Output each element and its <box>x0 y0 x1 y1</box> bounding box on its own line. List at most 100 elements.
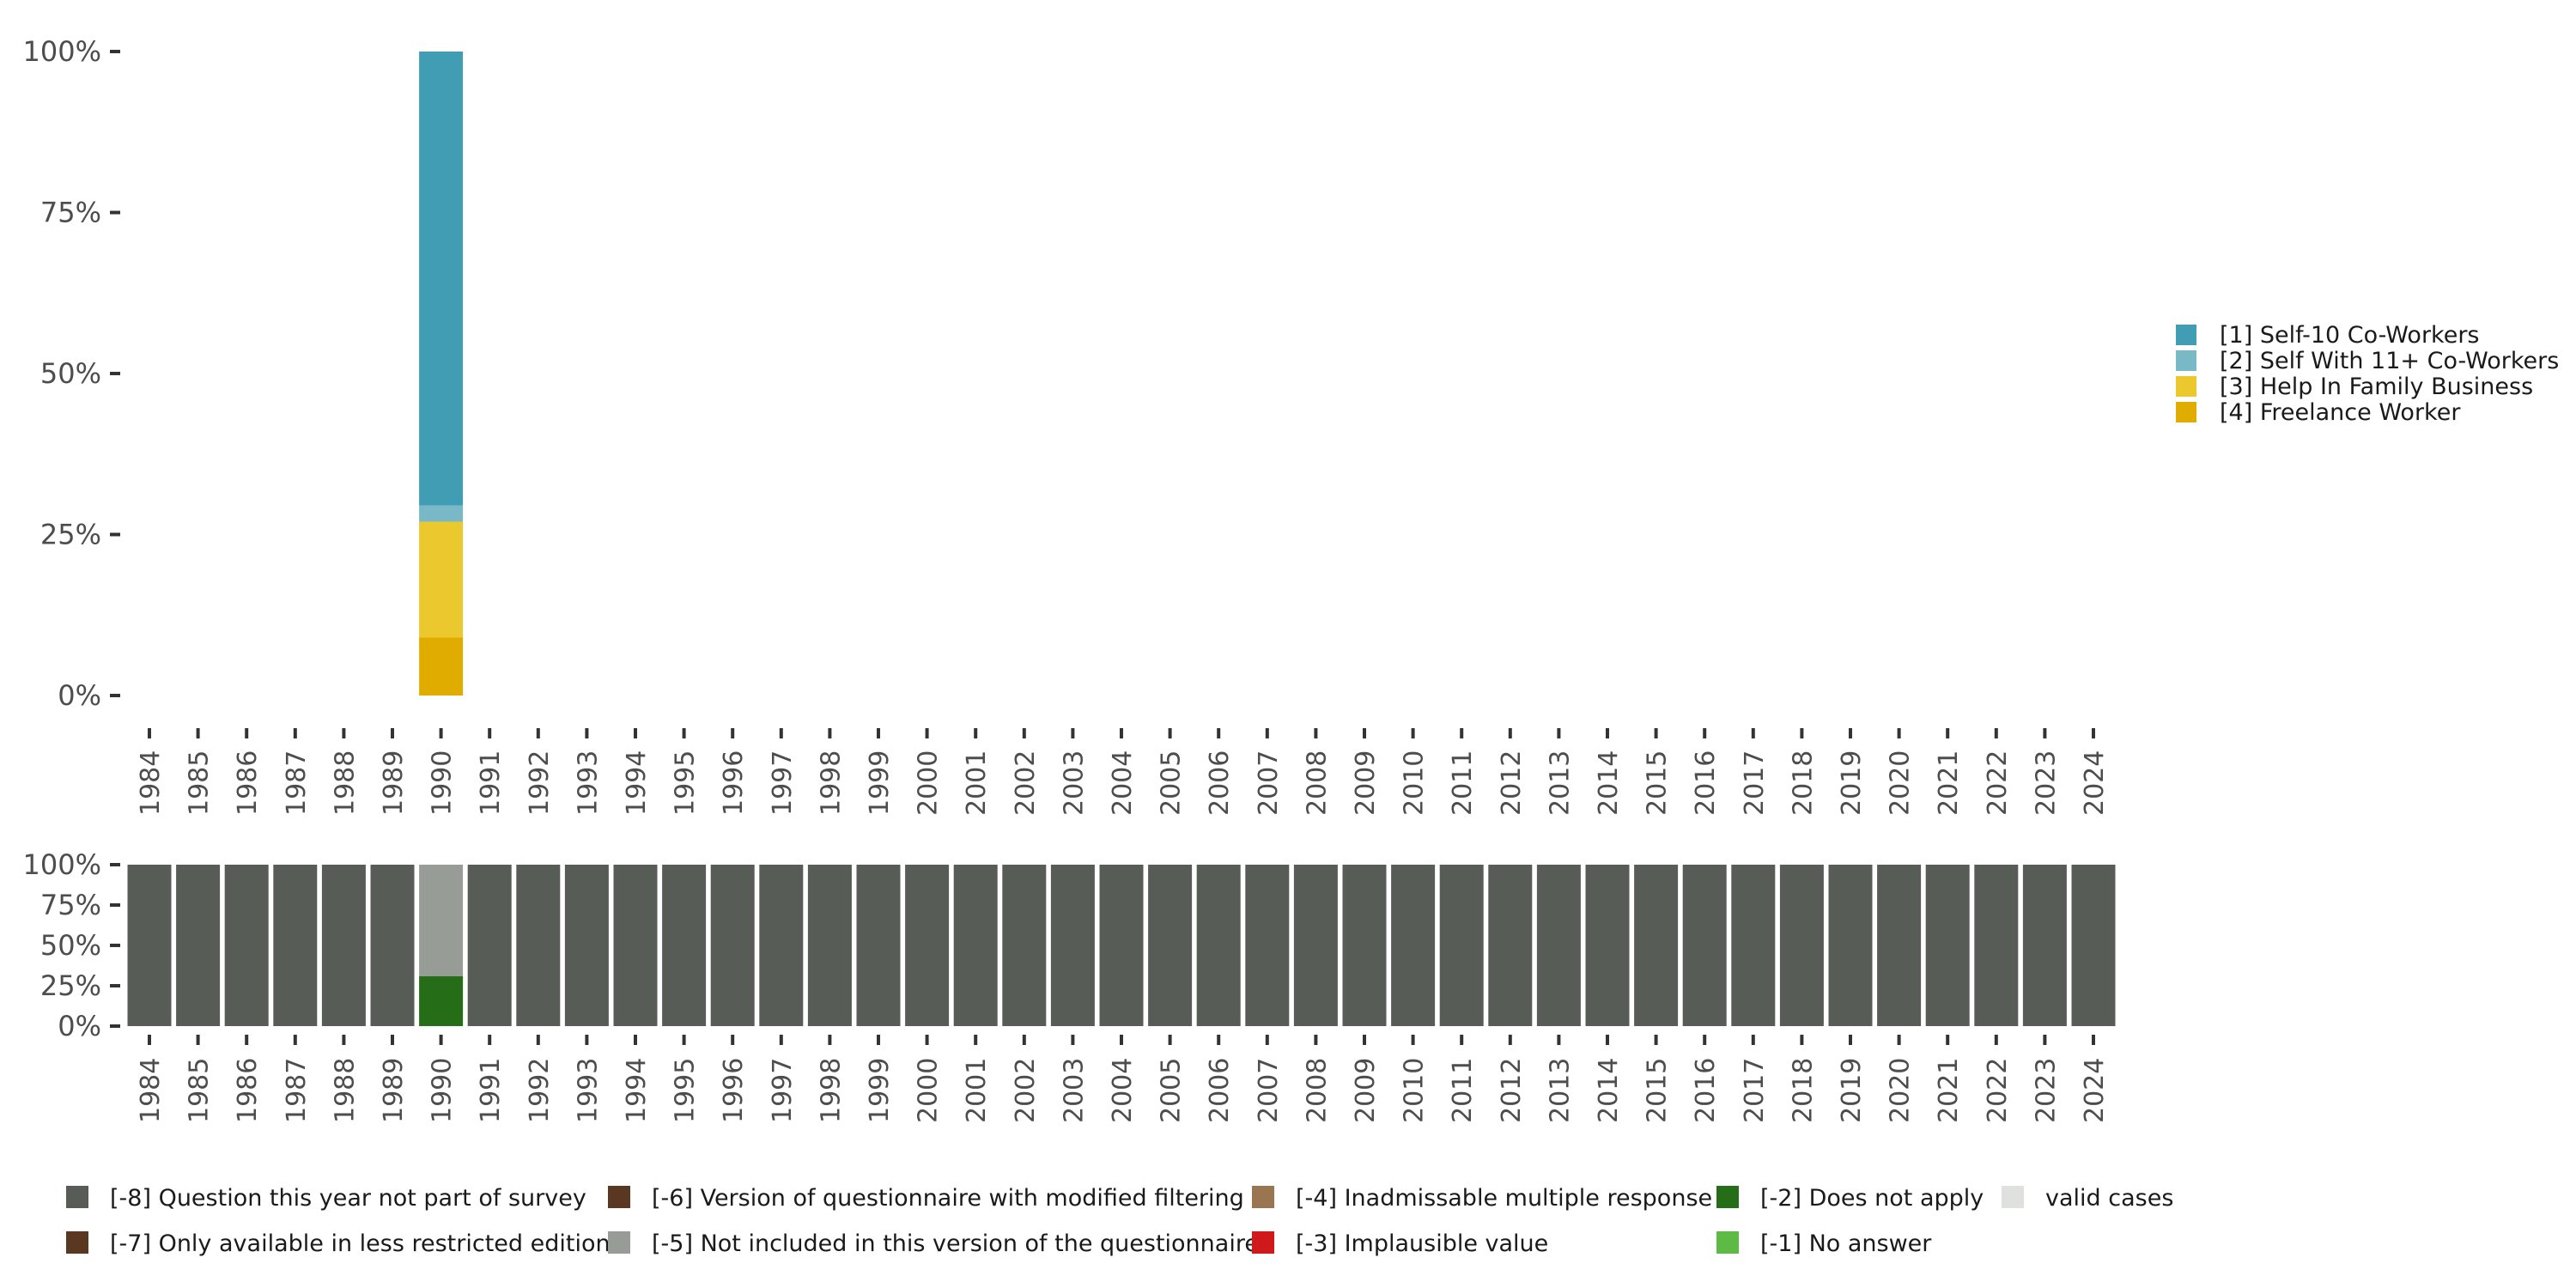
x-tick-label: 2023 <box>2031 1058 2061 1123</box>
y-tick-label: 50% <box>40 357 101 390</box>
x-tick-label: 1997 <box>768 750 798 816</box>
x-tick-label: 2007 <box>1254 1058 1284 1123</box>
legend-swatch <box>1716 1186 1739 1208</box>
legend-label: [-7] Only available in less restricted e… <box>110 1230 611 1257</box>
x-tick-label: 2012 <box>1497 1058 1527 1123</box>
legend-swatch <box>2176 325 2196 345</box>
x-tick-label: 2011 <box>1448 1058 1478 1123</box>
bar-segment <box>1536 865 1581 1026</box>
x-tick-label: 1999 <box>865 1058 895 1123</box>
x-tick-label: 2017 <box>1740 1058 1770 1123</box>
bar-segment <box>1391 865 1436 1026</box>
x-tick-label: 2003 <box>1059 1058 1089 1123</box>
bottom-panel: 0% 25% 50% 75% 100% 1984 1985 1986 1987 1988 1989 1… <box>23 848 2116 1123</box>
x-tick-label: 1989 <box>379 1058 409 1123</box>
y-tick-label: 25% <box>40 519 101 551</box>
bar-segment <box>662 865 707 1026</box>
bar-segment <box>856 865 901 1026</box>
bar-segment <box>1634 865 1679 1026</box>
x-tick-label: 2022 <box>1983 750 2013 816</box>
bar-segment <box>419 505 464 522</box>
bar-segment <box>1342 865 1387 1026</box>
bar-segment <box>1148 865 1193 1026</box>
x-tick-label: 2002 <box>1011 750 1041 816</box>
x-tick-label: 2020 <box>1886 1058 1916 1123</box>
x-tick-label: 2022 <box>1983 1058 2013 1123</box>
x-tick-label: 2019 <box>1837 1058 1867 1123</box>
x-tick-label: 1984 <box>136 750 166 816</box>
bar-segment <box>419 52 464 506</box>
y-tick-label: 25% <box>40 969 101 1002</box>
legend-swatch <box>66 1231 88 1254</box>
x-tick-label: 2009 <box>1351 750 1381 816</box>
legend-label: [-5] Not included in this version of the… <box>652 1230 1259 1257</box>
y-tick-label: 0% <box>58 1010 101 1042</box>
y-tick-label: 100% <box>23 848 101 881</box>
x-tick-label: 2012 <box>1497 750 1527 816</box>
bar-segment <box>419 521 464 638</box>
top-panel: 0% 25% 50% 75% 100% 1984 1985 1986 1987 1988 1989 1… <box>23 35 2110 816</box>
legend-label: [-4] Inadmissable multiple response <box>1296 1185 1712 1212</box>
bar-segment <box>419 865 464 976</box>
bar-segment <box>321 865 366 1026</box>
bar-segment <box>1099 865 1144 1026</box>
y-tick-label: 75% <box>40 889 101 921</box>
legend-label: [-1] No answer <box>1760 1230 1932 1257</box>
x-tick-label: 2005 <box>1157 750 1187 816</box>
x-tick-label: 2006 <box>1205 1058 1235 1123</box>
bar-segment <box>516 865 561 1026</box>
x-tick-label: 2013 <box>1545 750 1575 816</box>
x-tick-label: 2021 <box>1934 1058 1964 1123</box>
x-tick-label: 1999 <box>865 750 895 816</box>
x-tick-label: 2008 <box>1302 1058 1332 1123</box>
bar-segment <box>2022 865 2067 1026</box>
legend-label: valid cases <box>2045 1185 2173 1212</box>
legend-swatch <box>2176 350 2196 371</box>
x-tick-label: 2014 <box>1594 750 1624 816</box>
x-tick-label: 2016 <box>1691 1058 1721 1123</box>
x-tick-label: 2004 <box>1108 750 1138 816</box>
legend-label: [-2] Does not apply <box>1760 1185 1984 1212</box>
x-tick-label: 1994 <box>622 1058 652 1123</box>
y-tick-label: 0% <box>58 679 101 712</box>
bar-segment <box>759 865 804 1026</box>
bar-segment <box>905 865 950 1026</box>
x-tick-label: 1986 <box>233 1058 263 1123</box>
legend-swatch <box>2176 376 2196 397</box>
x-tick-label: 2011 <box>1448 750 1478 816</box>
x-tick-label: 2024 <box>2080 1058 2110 1123</box>
x-tick-label: 2005 <box>1157 1058 1187 1123</box>
legend-label: [-3] Implausible value <box>1296 1230 1548 1257</box>
x-tick-label: 1989 <box>379 750 409 816</box>
bar-segment <box>1002 865 1047 1026</box>
legend-label: [3] Help In Family Business <box>2220 374 2533 400</box>
x-tick-label: 1990 <box>428 1058 458 1123</box>
bar-segment <box>1245 865 1290 1026</box>
x-tick-label: 2021 <box>1934 750 1964 816</box>
x-tick-label: 1992 <box>525 750 555 816</box>
x-tick-label: 2000 <box>914 750 944 816</box>
x-tick-label: 2017 <box>1740 750 1770 816</box>
x-tick-label: 1993 <box>573 1058 603 1123</box>
x-tick-label: 2002 <box>1011 1058 1041 1123</box>
bar-segment <box>1293 865 1338 1026</box>
x-tick-label: 1992 <box>525 1058 555 1123</box>
bar-segment <box>419 637 464 696</box>
legend-label: [1] Self-10 Co-Workers <box>2220 322 2480 349</box>
bar-segment <box>1439 865 1484 1026</box>
x-tick-label: 2006 <box>1205 750 1235 816</box>
x-tick-label: 2016 <box>1691 750 1721 816</box>
x-tick-label: 1987 <box>282 750 312 816</box>
bar-segment <box>1828 865 1873 1026</box>
x-tick-label: 2009 <box>1351 1058 1381 1123</box>
legend-swatch <box>608 1186 630 1208</box>
legend-swatch <box>1252 1186 1274 1208</box>
x-tick-label: 2024 <box>2080 750 2110 816</box>
x-tick-label: 1993 <box>573 750 603 816</box>
bar-segment <box>1488 865 1533 1026</box>
x-tick-label: 2010 <box>1400 750 1430 816</box>
x-tick-label: 1988 <box>330 750 360 816</box>
x-tick-label: 1998 <box>816 1058 846 1123</box>
bar-segment <box>419 975 464 1026</box>
y-tick-label: 100% <box>23 35 101 68</box>
